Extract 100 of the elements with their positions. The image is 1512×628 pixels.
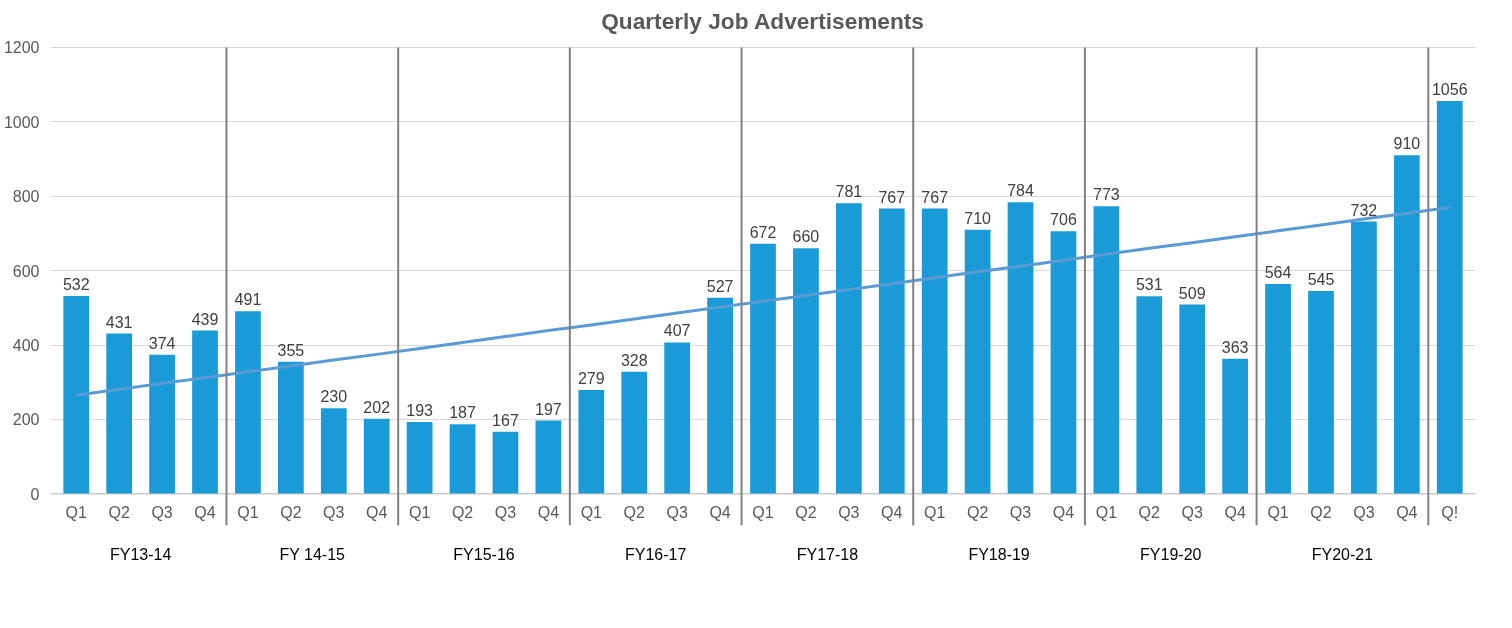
data-label: 328 — [620, 351, 648, 369]
bar — [1222, 358, 1249, 494]
bar — [707, 297, 733, 494]
x-tick-label: Q2 — [623, 503, 646, 521]
data-label: 431 — [105, 313, 133, 331]
x-tick-label: Q3 — [151, 503, 173, 521]
x-tick-label: Q1 — [924, 503, 946, 521]
bar — [63, 295, 90, 494]
data-label: 193 — [406, 402, 434, 420]
y-tick-label: 800 — [12, 188, 40, 206]
bar — [1050, 231, 1077, 494]
bar — [1179, 304, 1206, 494]
bar — [1007, 202, 1034, 494]
data-label: 187 — [449, 404, 476, 422]
y-tick-label: 600 — [12, 262, 40, 280]
data-label: 197 — [535, 400, 562, 418]
data-label: 363 — [1221, 338, 1249, 356]
bar — [664, 342, 691, 494]
data-label: 531 — [1135, 276, 1163, 294]
bar — [235, 311, 261, 494]
y-tick-label: 1000 — [3, 113, 40, 131]
text: FY17-18 — [796, 545, 859, 563]
x-tick-label: Q1 — [1095, 503, 1118, 521]
bar — [149, 354, 175, 494]
x-tick-label: Q2 — [795, 503, 817, 521]
x-tick-label: Q4 — [366, 503, 388, 521]
bar — [621, 371, 648, 494]
data-label: 773 — [1093, 186, 1120, 204]
bar — [750, 243, 776, 494]
x-tick-label: Q4 — [709, 503, 731, 521]
bar — [320, 408, 347, 494]
data-label: 407 — [663, 322, 691, 340]
bar — [1308, 291, 1334, 494]
x-tick-label: Q2 — [1310, 503, 1332, 521]
x-tick-label: Q1 — [580, 503, 603, 521]
data-label: 781 — [835, 183, 863, 201]
x-tick-label: Q4 — [1052, 503, 1075, 521]
data-label: 230 — [320, 388, 348, 406]
data-label: 167 — [492, 411, 519, 429]
data-label: 672 — [749, 223, 777, 241]
x-tick-label: Q1 — [408, 503, 431, 521]
data-label: 202 — [363, 398, 391, 416]
bar — [277, 361, 304, 494]
data-label: 439 — [191, 310, 219, 328]
y-tick-label: 0 — [30, 485, 40, 503]
x-tick-label: Q2 — [108, 503, 130, 521]
text: FY15-16 — [453, 545, 515, 563]
text: FY18-19 — [968, 545, 1030, 563]
x-tick-label: Q4 — [1224, 503, 1246, 521]
bar — [964, 229, 991, 494]
x-tick-label: Q1 — [1267, 503, 1289, 521]
bar — [106, 333, 133, 494]
bar — [1136, 296, 1163, 494]
bar — [835, 203, 862, 494]
bar — [449, 424, 476, 494]
x-tick-label: Q3 — [666, 503, 688, 521]
bar — [1093, 206, 1120, 494]
bar — [578, 390, 605, 494]
data-label: 355 — [277, 341, 305, 359]
data-label: 710 — [964, 209, 992, 227]
x-tick-label: Q2 — [280, 503, 302, 521]
bar — [1265, 284, 1291, 494]
x-tick-label: Q1 — [752, 503, 774, 521]
bar — [921, 208, 948, 494]
y-tick-label: 1200 — [3, 39, 40, 57]
data-label: 732 — [1350, 201, 1378, 219]
data-label: 1056 — [1431, 81, 1468, 98]
text: FY13-14 — [109, 545, 172, 563]
data-label: 491 — [234, 291, 262, 309]
x-tick-label: Q3 — [838, 503, 860, 521]
x-tick-label: Q4 — [881, 503, 903, 521]
x-tick-label: Q1 — [65, 503, 88, 521]
x-tick-label: Q4 — [537, 503, 560, 521]
x-tick-label: Q4 — [1396, 503, 1418, 521]
y-tick-label: 200 — [12, 411, 40, 429]
bar — [878, 208, 905, 494]
data-label: 767 — [878, 188, 906, 206]
bar — [535, 420, 562, 494]
text: FY 14-15 — [279, 545, 346, 563]
data-label: 374 — [148, 334, 176, 352]
data-label: 706 — [1050, 211, 1077, 229]
x-tick-label: Q3 — [1009, 503, 1032, 521]
x-tick-label: Q3 — [323, 503, 345, 521]
x-tick-label: Q1 — [237, 503, 259, 521]
x-tick-label: Q4 — [194, 503, 216, 521]
data-label: 784 — [1007, 182, 1034, 200]
x-tick-label: Q2 — [1138, 503, 1161, 521]
x-tick-label: Q2 — [966, 503, 989, 521]
bar — [1351, 221, 1377, 494]
x-tick-label: Q3 — [494, 503, 517, 521]
bar — [192, 330, 218, 494]
bar — [1393, 155, 1420, 494]
text: FY16-17 — [625, 545, 687, 563]
text: FY19-20 — [1140, 545, 1202, 563]
y-tick-label: 400 — [12, 337, 40, 355]
chart-title: Quarterly Job Advertisements — [601, 7, 924, 34]
text: FY20-21 — [1311, 545, 1374, 563]
x-tick-label: Q! — [1441, 503, 1459, 521]
data-label: 279 — [577, 370, 605, 388]
data-label: 509 — [1178, 284, 1206, 302]
